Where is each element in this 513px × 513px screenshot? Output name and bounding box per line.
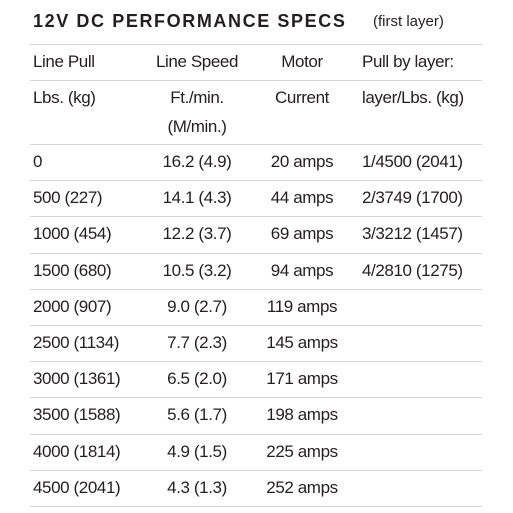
cell: 9.0 (2.7) [167, 296, 227, 316]
cell: 4500 (2041) [33, 477, 121, 497]
column-unit: layer/Lbs. (kg) [362, 88, 464, 107]
column-unit: Lbs. (kg) [33, 88, 96, 107]
row-divider [30, 180, 482, 182]
row-divider [30, 433, 482, 435]
cell: 4/2810 (1275) [362, 260, 463, 280]
cell: 145 amps [266, 333, 338, 352]
column-header: Pull by layer: [362, 52, 454, 71]
cell: 2/3749 (1700) [362, 188, 463, 208]
cell: 500 (227) [33, 188, 103, 208]
cell: 3000 (1361) [33, 369, 121, 389]
cell: 0 [33, 152, 43, 171]
cell: 94 amps [270, 260, 334, 280]
row-divider [30, 80, 482, 81]
cell: 1/4500 (2041) [362, 152, 463, 171]
column-unit: Ft./min. [170, 88, 224, 107]
cell: 10.5 (3.2) [162, 260, 232, 280]
column-header: Motor [281, 52, 323, 71]
cell: 198 amps [266, 405, 338, 425]
cell: 119 amps [266, 296, 338, 316]
cell: 1000 (454) [33, 224, 112, 244]
cell: 4000 (1814) [33, 441, 121, 461]
cell: 4.3 (1.3) [167, 477, 227, 497]
row-divider [30, 288, 482, 290]
cell: 3/3212 (1457) [362, 224, 463, 244]
cell: 12.2 (3.7) [162, 224, 232, 244]
cell: 252 amps [266, 477, 338, 497]
row-divider [30, 469, 482, 471]
row-divider [30, 216, 482, 218]
row-divider [30, 252, 482, 254]
cell: 16.2 (4.9) [162, 152, 232, 171]
cell: 171 amps [266, 369, 338, 389]
cell: 5.6 (1.7) [167, 405, 227, 425]
cell: 2000 (907) [33, 296, 112, 316]
cell: 2500 (1134) [33, 333, 120, 352]
column-header: Line Pull [33, 52, 95, 71]
cell: 44 amps [270, 188, 334, 208]
row-divider [30, 397, 482, 399]
cell: 20 amps [270, 152, 334, 171]
row-divider [30, 506, 482, 507]
column-header: Line Speed [155, 52, 239, 71]
cell: 7.7 (2.3) [167, 333, 227, 352]
row-divider [30, 144, 482, 145]
column-unit: Current [275, 88, 329, 107]
column-unit: (M/min.) [167, 117, 227, 136]
cell: 69 amps [270, 224, 334, 244]
title: 12V DC PERFORMANCE SPECS [33, 11, 347, 31]
row-divider [30, 44, 482, 45]
row-divider [30, 361, 482, 363]
cell: 4.9 (1.5) [167, 441, 227, 461]
row-divider [30, 325, 482, 326]
cell: 225 amps [266, 441, 338, 461]
cell: 3500 (1588) [33, 405, 121, 425]
cell: 6.5 (2.0) [167, 369, 227, 389]
cell: 1500 (680) [33, 260, 112, 280]
cell: 14.1 (4.3) [162, 188, 232, 208]
subtitle: (first layer) [373, 13, 444, 30]
